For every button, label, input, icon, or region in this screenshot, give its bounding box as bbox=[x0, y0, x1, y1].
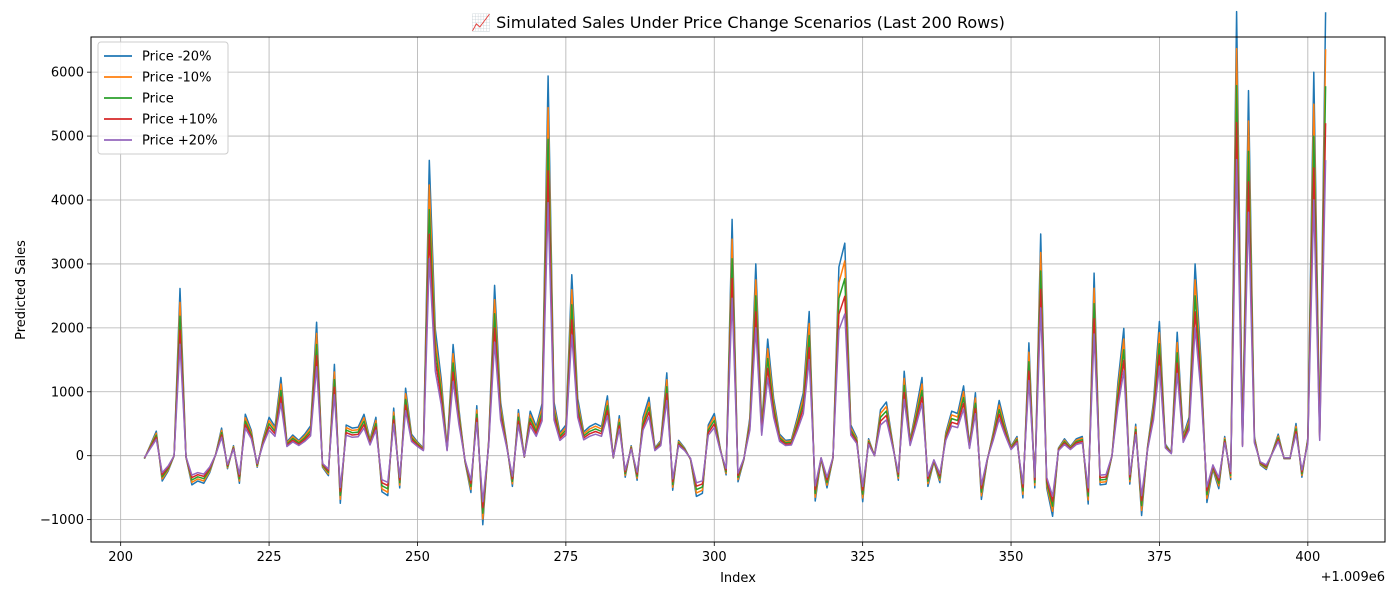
x-tick-label: 350 bbox=[999, 550, 1024, 565]
legend-label: Price -10% bbox=[142, 71, 211, 86]
y-tick-label: 6000 bbox=[51, 66, 84, 81]
x-tick-label: 375 bbox=[1147, 550, 1172, 565]
x-axis-offset-text: +1.009e6 bbox=[1321, 570, 1385, 585]
x-axis-title: Index bbox=[720, 571, 756, 586]
y-tick-label: 2000 bbox=[51, 321, 84, 336]
legend-label: Price -20% bbox=[142, 50, 211, 65]
x-tick-label: 300 bbox=[702, 550, 727, 565]
x-tick-label: 200 bbox=[108, 550, 133, 565]
x-tick-label: 275 bbox=[553, 550, 578, 565]
y-tick-label: 0 bbox=[76, 449, 84, 464]
legend-items: Price -20% Price -10% Price Price +10% Price… bbox=[104, 50, 218, 149]
series-line-2 bbox=[143, 47, 1327, 520]
legend-label: Price +20% bbox=[142, 134, 218, 149]
y-tick-label: −1000 bbox=[40, 513, 84, 528]
x-tick-label: 400 bbox=[1295, 550, 1320, 565]
y-tick-label: 3000 bbox=[51, 257, 84, 272]
y-axis-title: Predicted Sales bbox=[14, 240, 29, 340]
legend-box bbox=[97, 41, 229, 155]
series-line-1 bbox=[143, 10, 1327, 526]
axis-ticks: 200 225 250 275 300 325 350 375 400 −1000 0 1000 200… bbox=[40, 66, 1320, 565]
legend-label: Price +10% bbox=[142, 113, 218, 128]
legend: Price -20% Price -10% Price Price +10% Price… bbox=[97, 41, 229, 155]
series-line-5 bbox=[143, 158, 1327, 503]
y-tick-label: 5000 bbox=[51, 130, 84, 145]
x-tick-label: 325 bbox=[850, 550, 875, 565]
legend-label: Price bbox=[142, 92, 174, 107]
x-tick-label: 225 bbox=[257, 550, 282, 565]
y-tick-label: 4000 bbox=[51, 194, 84, 209]
series-line-4 bbox=[143, 121, 1327, 509]
chart-title: 📈 Simulated Sales Under Price Change Sce… bbox=[471, 13, 1005, 32]
x-tick-label: 250 bbox=[405, 550, 430, 565]
plot-frame bbox=[90, 36, 1386, 543]
series-lines bbox=[143, 10, 1327, 526]
series-line-3 bbox=[143, 84, 1327, 514]
y-tick-label: 1000 bbox=[51, 385, 84, 400]
